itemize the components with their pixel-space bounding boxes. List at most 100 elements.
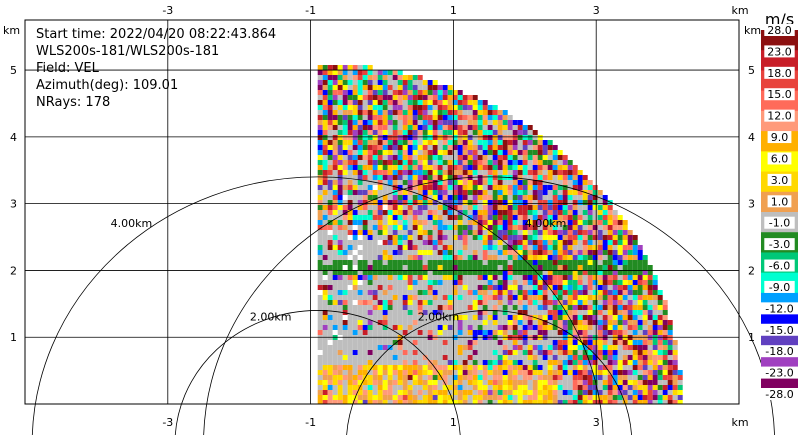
velocity-cell (572, 295, 578, 300)
velocity-cell (347, 275, 353, 280)
velocity-cell (377, 245, 383, 250)
velocity-cell (362, 250, 368, 255)
velocity-cell (442, 175, 448, 180)
velocity-cell (487, 145, 493, 150)
velocity-cell (477, 265, 483, 270)
velocity-cell (527, 270, 533, 275)
velocity-cell (327, 120, 333, 125)
velocity-cell (532, 165, 538, 170)
velocity-cell (617, 240, 623, 245)
velocity-cell (427, 175, 433, 180)
velocity-cell (477, 150, 483, 155)
velocity-cell (657, 355, 663, 360)
velocity-cell (562, 230, 568, 235)
velocity-cell (637, 290, 643, 295)
velocity-cell (567, 375, 573, 380)
velocity-cell (597, 245, 603, 250)
velocity-cell (502, 300, 508, 305)
velocity-cell (342, 245, 348, 250)
velocity-cell (567, 305, 573, 310)
velocity-cell (392, 370, 398, 375)
velocity-cell (502, 225, 508, 230)
velocity-cell (357, 170, 363, 175)
velocity-cell (337, 295, 343, 300)
velocity-cell (447, 340, 453, 345)
velocity-cell (632, 350, 638, 355)
velocity-cell (402, 190, 408, 195)
velocity-cell (507, 170, 513, 175)
velocity-cell (382, 75, 388, 80)
velocity-cell (317, 205, 323, 210)
velocity-cell (467, 125, 473, 130)
velocity-cell (472, 220, 478, 225)
velocity-cell (427, 260, 433, 265)
velocity-cell (482, 305, 488, 310)
velocity-cell (582, 370, 588, 375)
velocity-cell (542, 220, 548, 225)
velocity-cell (522, 150, 528, 155)
velocity-cell (627, 285, 633, 290)
velocity-cell (507, 120, 513, 125)
velocity-cell (402, 285, 408, 290)
velocity-cell (412, 165, 418, 170)
colorbar-label: 15.0 (767, 88, 792, 101)
velocity-cell (397, 185, 403, 190)
velocity-cell (477, 100, 483, 105)
velocity-cell (452, 385, 458, 390)
colorbar-label: 23.0 (767, 45, 792, 58)
velocity-cell (397, 245, 403, 250)
velocity-cell (352, 355, 358, 360)
velocity-cell (432, 205, 438, 210)
velocity-cell (432, 330, 438, 335)
velocity-cell (562, 300, 568, 305)
velocity-cell (327, 265, 333, 270)
velocity-cell (487, 130, 493, 135)
velocity-cell (487, 400, 493, 404)
velocity-cell (482, 400, 488, 404)
velocity-cell (487, 215, 493, 220)
velocity-cell (452, 225, 458, 230)
velocity-cell (677, 375, 683, 380)
velocity-cell (537, 240, 543, 245)
velocity-cell (462, 190, 468, 195)
velocity-cell (377, 400, 383, 404)
velocity-cell (357, 300, 363, 305)
velocity-cell (502, 155, 508, 160)
velocity-cell (487, 255, 493, 260)
velocity-cell (557, 175, 563, 180)
velocity-cell (452, 115, 458, 120)
velocity-cell (577, 330, 583, 335)
velocity-cell (587, 195, 593, 200)
velocity-cell (522, 340, 528, 345)
velocity-cell (432, 235, 438, 240)
velocity-cell (507, 125, 513, 130)
velocity-cell (327, 400, 333, 404)
velocity-cell (507, 240, 513, 245)
velocity-cell (562, 225, 568, 230)
velocity-cell (512, 225, 518, 230)
velocity-cell (592, 255, 598, 260)
velocity-cell (492, 360, 498, 365)
velocity-cell (427, 140, 433, 145)
velocity-cell (367, 75, 373, 80)
velocity-cell (482, 235, 488, 240)
velocity-cell (437, 95, 443, 100)
velocity-cell (432, 245, 438, 250)
velocity-cell (372, 115, 378, 120)
velocity-cell (642, 275, 648, 280)
velocity-cell (402, 75, 408, 80)
velocity-cell (342, 115, 348, 120)
velocity-cell (332, 205, 338, 210)
velocity-cell (357, 205, 363, 210)
velocity-cell (412, 270, 418, 275)
velocity-cell (332, 370, 338, 375)
velocity-cell (357, 180, 363, 185)
velocity-cell (447, 190, 453, 195)
velocity-cell (642, 255, 648, 260)
velocity-cell (397, 360, 403, 365)
velocity-cell (452, 250, 458, 255)
velocity-cell (432, 95, 438, 100)
velocity-cell (557, 295, 563, 300)
velocity-cell (352, 75, 358, 80)
velocity-cell (377, 230, 383, 235)
